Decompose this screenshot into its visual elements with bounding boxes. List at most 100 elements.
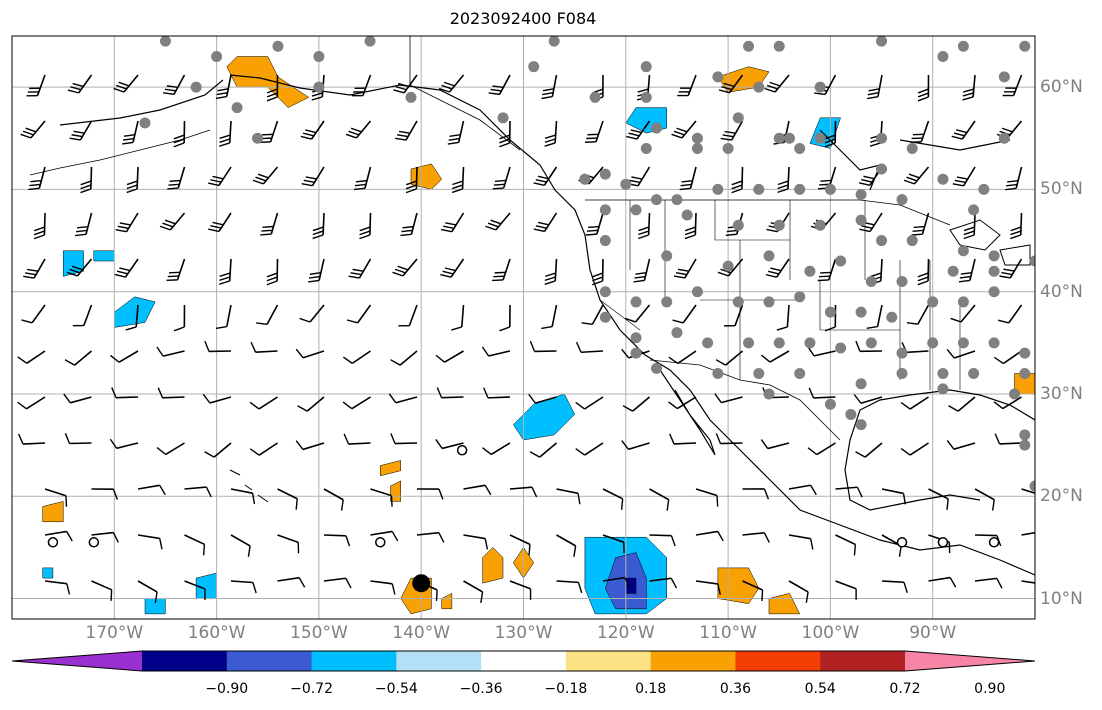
wind-barb [17, 350, 46, 364]
station-dot [743, 337, 755, 349]
wind-barb [482, 442, 511, 456]
wind-barb [974, 577, 1003, 589]
station-dot [824, 183, 836, 195]
station-dot [804, 265, 816, 277]
calm-circle [47, 537, 59, 548]
wind-barb [259, 120, 279, 144]
wind-barb [299, 304, 325, 323]
wind-barb [788, 580, 809, 603]
wind-barb [252, 166, 279, 185]
station-dot [773, 337, 785, 349]
wind-barb [855, 340, 883, 353]
station-dot [1019, 429, 1031, 441]
wind-barb [488, 74, 511, 96]
wind-barb [867, 74, 883, 100]
colorbar-tick-label: 0.90 [974, 681, 1006, 697]
station-dot [957, 245, 969, 257]
station-dot [732, 219, 744, 231]
station-dot [712, 71, 724, 83]
wind-barbs [17, 74, 1035, 603]
wind-barb [777, 166, 790, 194]
wind-barb [718, 74, 744, 94]
wind-barb [951, 120, 976, 140]
coastlines-borders [29, 36, 1035, 576]
station-dot [988, 250, 1000, 262]
wind-barb [219, 120, 232, 147]
wind-barb [668, 350, 697, 365]
station-dot [957, 296, 969, 308]
station-dot [794, 183, 806, 195]
latitude-label: 10°N [1040, 588, 1083, 609]
wind-barb [277, 534, 300, 554]
colorbar-tick-label: −0.72 [290, 681, 333, 697]
wind-barb [673, 258, 697, 279]
longitude-label: 130°W [494, 623, 553, 643]
longitude-label: 140°W [392, 623, 451, 643]
station-dot [937, 50, 949, 62]
colorbar-tick-label: −0.90 [205, 681, 249, 697]
shaded-region-24 [42, 567, 54, 579]
calm-circle [937, 537, 949, 548]
wind-barb [64, 350, 93, 366]
station-dot [998, 132, 1010, 144]
station-dot [794, 291, 806, 303]
wind-barb [451, 166, 465, 194]
station-dot [988, 265, 1000, 277]
wind-barb [624, 304, 651, 323]
wind-barb [91, 580, 113, 601]
wind-barb [166, 258, 186, 281]
wind-barb [126, 166, 139, 194]
wind-barb [184, 486, 212, 498]
wind-barb [952, 166, 976, 187]
wind-barb [438, 74, 465, 93]
station-dot [599, 168, 611, 180]
wind-barb [855, 442, 883, 458]
station-dot [272, 40, 284, 52]
wind-barb [277, 488, 298, 510]
station-dot [773, 40, 785, 52]
wind-barb [633, 258, 651, 283]
station-dot [876, 132, 888, 144]
wind-barb [649, 488, 670, 511]
station-dot [139, 117, 151, 129]
wind-barb [963, 212, 976, 240]
wind-barb [115, 212, 139, 233]
station-dot [691, 132, 703, 144]
station-dot [824, 398, 836, 410]
us-mexico-border [649, 359, 841, 441]
station-dot [794, 368, 806, 380]
station-dot [947, 265, 959, 277]
wind-barb [72, 304, 93, 327]
colorbar [11, 650, 1036, 672]
latitude-label: 50°N [1040, 179, 1083, 200]
station-dot [1019, 40, 1031, 52]
wind-barb [533, 212, 558, 233]
station-dot [190, 81, 202, 93]
wind-barb [881, 580, 908, 593]
station-dot [589, 91, 601, 103]
station-dot [630, 204, 642, 216]
wind-barb [67, 74, 93, 94]
wind-barb [370, 580, 396, 595]
wind-barb [584, 120, 604, 143]
station-dot [252, 132, 264, 144]
station-dot [599, 235, 611, 247]
wind-barb [917, 74, 930, 102]
wind-barb [695, 580, 721, 595]
station-markers [47, 36, 1035, 593]
map-frame [11, 35, 1036, 620]
wind-barb [556, 534, 577, 557]
shaded-region-15 [441, 592, 453, 610]
station-dot [640, 61, 652, 73]
wind-barb [342, 350, 371, 365]
wind-barb [343, 433, 371, 445]
wind-barb [137, 534, 163, 550]
wind-barb [91, 488, 118, 500]
wind-barb [946, 439, 976, 450]
wind-barb [277, 576, 306, 588]
colorbar-segment [481, 651, 567, 671]
station-dot [313, 50, 325, 62]
colorbar-extend-high [905, 651, 1035, 671]
wind-barb [499, 120, 511, 148]
station-dot [957, 40, 969, 52]
